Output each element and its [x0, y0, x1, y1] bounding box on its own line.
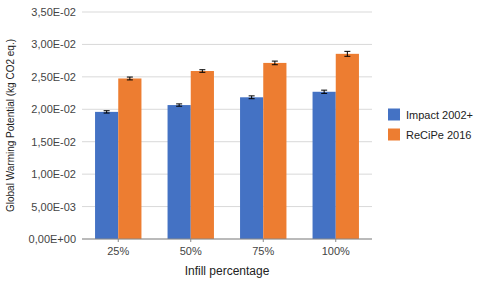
- legend: Impact 2002+ ReCiPe 2016: [388, 109, 473, 141]
- bar: [336, 54, 359, 239]
- x-tick: [263, 239, 264, 242]
- x-tick-label: 50%: [180, 245, 202, 257]
- bar: [95, 112, 118, 239]
- x-tick: [118, 239, 119, 242]
- legend-swatch: [388, 129, 400, 141]
- error-bar: [344, 51, 350, 56]
- bar: [191, 71, 214, 239]
- y-tick-label: 2,00E-02: [31, 103, 76, 115]
- y-tick-label: 5,00E-03: [31, 201, 76, 213]
- y-tick-label: 1,00E-02: [31, 168, 76, 180]
- chart: 0,00E+00 5,00E-03 1,00E-02 1,50E-02 2,00E-02…: [0, 0, 500, 283]
- y-tick-label: 1,50E-02: [31, 136, 76, 148]
- legend-label: ReCiPe 2016: [406, 129, 471, 141]
- bar: [263, 63, 286, 239]
- x-axis: 25% 50% 75% 100%: [82, 239, 372, 257]
- y-tick-label: 3,00E-02: [31, 38, 76, 50]
- error-bar: [176, 104, 182, 106]
- error-bar: [321, 90, 327, 93]
- legend-swatch: [388, 109, 400, 121]
- error-bars: [104, 51, 351, 113]
- error-bar: [249, 96, 255, 99]
- y-tick-label: 3,50E-02: [31, 6, 76, 18]
- x-tick-label: 100%: [322, 245, 350, 257]
- x-tick: [190, 239, 191, 242]
- y-axis-label: Global Warming Potential (kg CO2 eq.): [5, 39, 16, 212]
- bar: [240, 97, 263, 239]
- y-ticks: 0,00E+00 5,00E-03 1,00E-02 1,50E-02 2,00E-02…: [29, 6, 76, 245]
- grid: [82, 12, 372, 239]
- grid-line: [82, 44, 372, 45]
- x-axis-line: [82, 239, 372, 240]
- grid-line: [82, 76, 372, 77]
- grid-line: [82, 239, 372, 240]
- bar: [313, 92, 336, 239]
- y-tick-label: 2,50E-02: [31, 71, 76, 83]
- error-bar: [127, 77, 133, 80]
- x-tick-label: 25%: [107, 245, 129, 257]
- x-axis-label: Infill percentage: [185, 264, 270, 278]
- error-bar: [104, 111, 110, 113]
- bar: [168, 105, 191, 239]
- x-tick-label: 75%: [252, 245, 274, 257]
- y-tick-label: 0,00E+00: [29, 233, 76, 245]
- x-tick: [335, 239, 336, 242]
- bar: [118, 78, 141, 239]
- grid-line: [82, 12, 372, 13]
- chart-container: 0,00E+00 5,00E-03 1,00E-02 1,50E-02 2,00E-02…: [0, 0, 500, 283]
- legend-label: Impact 2002+: [406, 109, 473, 121]
- error-bar: [199, 70, 205, 73]
- error-bar: [272, 61, 278, 65]
- bars: [95, 54, 359, 239]
